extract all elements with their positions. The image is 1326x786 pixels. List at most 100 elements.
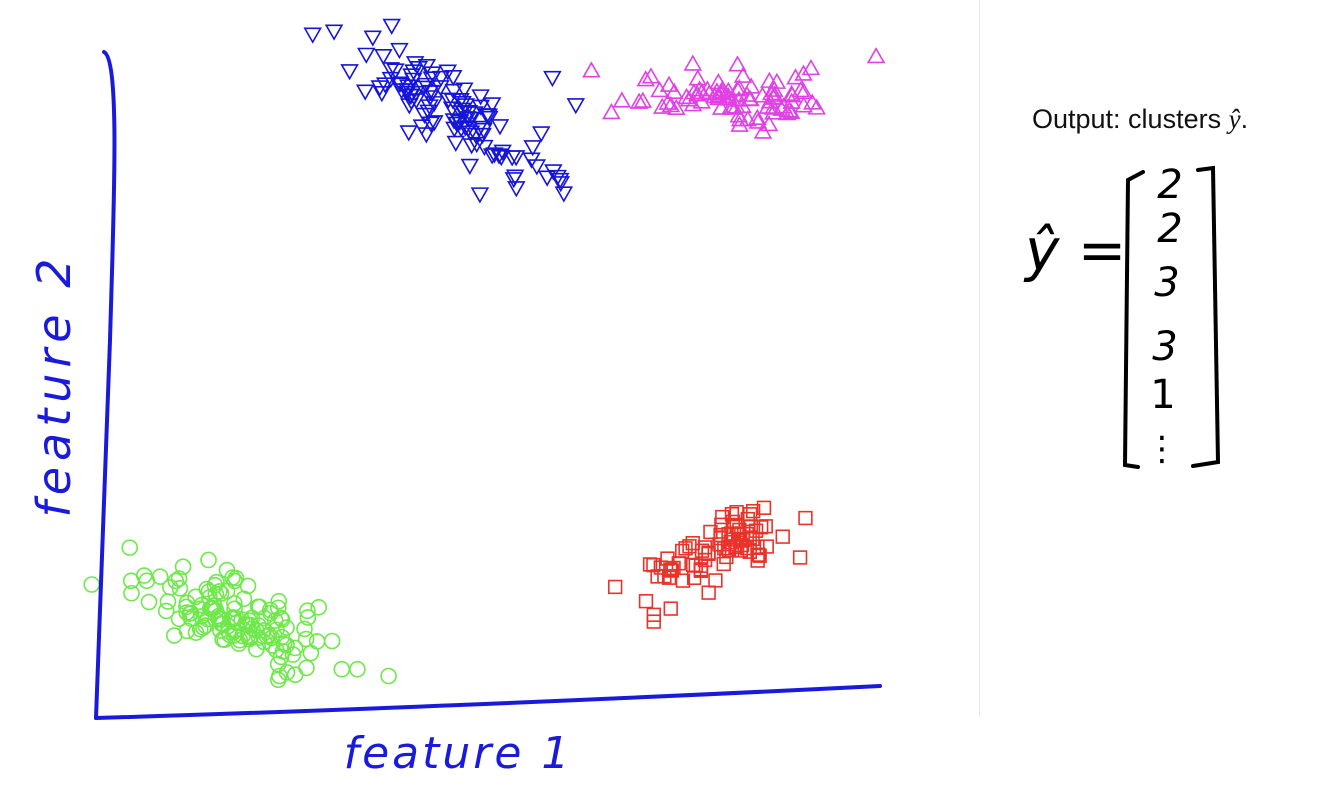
scatter-point-triangle-up xyxy=(723,98,742,115)
scatter-point-circle xyxy=(296,620,313,638)
scatter-point-circle xyxy=(187,588,204,606)
scatter-point-triangle-up xyxy=(711,98,731,115)
panel-divider xyxy=(979,0,980,716)
scatter-point-triangle-down xyxy=(473,127,492,145)
scatter-point-square xyxy=(756,500,772,515)
scatter-point-circle xyxy=(248,640,265,658)
scatter-point-triangle-down xyxy=(374,48,393,66)
scatter-point-circle xyxy=(121,539,139,556)
scatter-point-triangle-down xyxy=(479,108,499,125)
scatter-point-triangle-down xyxy=(425,115,444,132)
scatter-point-triangle-down xyxy=(485,147,504,164)
output-label-symbol: ŷ xyxy=(1228,104,1241,134)
scatter-point-triangle-down xyxy=(363,30,383,47)
scatter-point-circle xyxy=(123,584,140,602)
scatter-point-square xyxy=(607,579,623,595)
scatter-point-circle xyxy=(218,561,236,579)
scatter-point-square xyxy=(661,570,677,585)
scatter-point-circle xyxy=(212,585,230,602)
vector-entry: 3 xyxy=(1154,260,1179,306)
scatter-point-triangle-up xyxy=(801,58,821,76)
scatter-point-triangle-up xyxy=(759,115,779,132)
scatter-point-triangle-down xyxy=(456,120,475,137)
scatter-point-circle xyxy=(235,590,253,608)
vector-lhs: ŷ = xyxy=(1023,216,1126,284)
scatter-point-circle xyxy=(244,620,261,637)
scatter-point-triangle-down xyxy=(386,63,405,80)
scatter-point-triangle-down xyxy=(390,42,409,60)
scatter-point-square xyxy=(798,510,813,526)
scatter-point-triangle-up xyxy=(763,98,783,115)
scatter-point-triangle-down xyxy=(544,164,563,181)
scatter-point-square xyxy=(638,594,654,609)
scatter-point-triangle-up xyxy=(786,68,805,85)
scatter-point-circle xyxy=(270,599,287,617)
scatter-point-triangle-down xyxy=(431,70,451,88)
scatter-point-triangle-up xyxy=(748,108,767,125)
scatter-point-triangle-up xyxy=(688,85,707,102)
scatter-point-triangle-up xyxy=(794,64,813,81)
scatter-plot: feature 1 feature 2 xyxy=(27,18,886,779)
scatter-point-circle xyxy=(272,648,290,666)
scatter-point-circle xyxy=(299,602,316,620)
scatter-point-triangle-up xyxy=(659,75,679,92)
scatter-point-triangle-up xyxy=(667,98,686,116)
scatter-point-triangle-down xyxy=(420,99,439,116)
scatter-point-triangle-down xyxy=(447,116,467,133)
scatter-point-triangle-down xyxy=(465,106,484,123)
scatter-point-circle xyxy=(197,617,214,634)
scatter-point-square xyxy=(675,543,690,559)
scatter-point-square xyxy=(750,553,765,568)
scatter-point-square xyxy=(713,531,729,546)
scatter-point-square xyxy=(752,548,767,563)
scatter-point-circle xyxy=(170,570,188,587)
scatter-point-square xyxy=(697,552,713,568)
scatter-point-circle xyxy=(302,644,320,662)
scatter-point-triangle-down xyxy=(507,181,526,198)
vector-entry: ⋮ xyxy=(1145,429,1179,469)
scatter-point-circle xyxy=(299,609,317,626)
scatter-point-triangle-down xyxy=(381,71,401,89)
scatter-point-square xyxy=(750,539,765,554)
scatter-point-square xyxy=(745,503,761,519)
scatter-point-triangle-up xyxy=(602,103,621,120)
scatter-point-circle xyxy=(251,598,268,616)
scatter-point-circle xyxy=(263,629,281,647)
scatter-point-circle xyxy=(165,627,183,644)
scatter-point-triangle-down xyxy=(399,125,418,142)
scatter-point-triangle-down xyxy=(415,107,434,124)
scatter-point-triangle-up xyxy=(753,122,773,139)
scatter-point-square xyxy=(733,533,748,548)
scatter-point-triangle-down xyxy=(527,159,547,176)
scatter-point-triangle-up xyxy=(760,71,779,88)
cluster-vector: ŷ = 2 2 3 3 1 ⋮ xyxy=(1023,162,1221,469)
vector-entry: 2 xyxy=(1157,206,1182,252)
scatter-point-triangle-down xyxy=(551,176,571,193)
scatter-point-square xyxy=(754,520,769,535)
scatter-point-triangle-down xyxy=(446,135,466,152)
scatter-point-circle xyxy=(138,572,156,590)
scatter-point-triangle-up xyxy=(683,54,703,71)
scatter-point-triangle-down xyxy=(504,172,524,189)
scatter-point-triangle-down xyxy=(382,18,401,35)
scatter-point-triangle-up xyxy=(661,96,681,113)
scatter-point-circle xyxy=(182,610,200,627)
scatter-point-square xyxy=(715,509,730,525)
scatter-point-circle xyxy=(271,667,288,685)
scatter-point-square xyxy=(678,541,693,556)
scatter-point-triangle-up xyxy=(730,115,749,132)
scatter-point-circle xyxy=(174,558,192,575)
scatter-point-triangle-down xyxy=(422,66,442,83)
scatter-point-circle xyxy=(200,551,217,569)
scatter-point-triangle-down xyxy=(324,24,344,41)
scatter-point-circle xyxy=(191,600,209,618)
x-axis-line xyxy=(94,684,882,720)
scatter-point-circle xyxy=(207,601,225,619)
scatter-point-circle xyxy=(167,572,185,590)
scatter-point-circle xyxy=(380,667,397,685)
scatter-point-circle xyxy=(270,592,288,610)
scatter-point-square xyxy=(758,519,773,534)
scatter-point-triangle-down xyxy=(303,27,322,44)
scatter-point-square xyxy=(792,550,808,565)
scatter-point-circle xyxy=(250,629,268,646)
